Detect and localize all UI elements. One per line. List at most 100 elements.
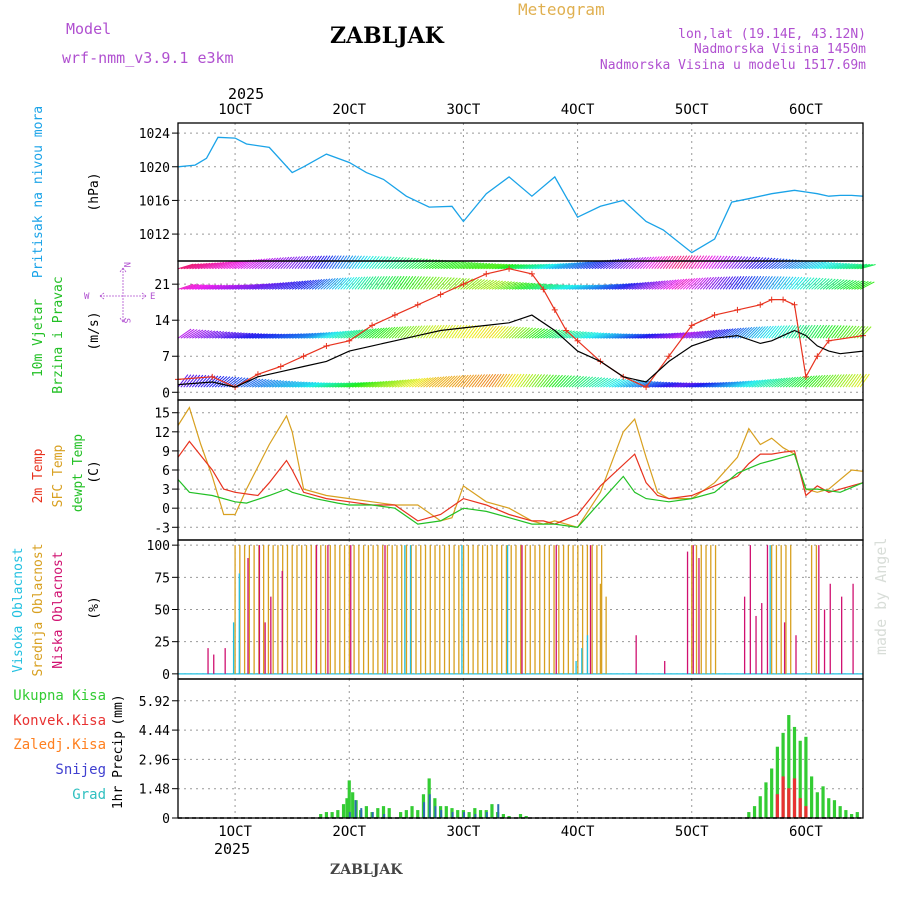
precip-total-bar [849, 814, 854, 818]
legend-total-rain: Ukupna Kisa [13, 688, 106, 704]
wind-barb [189, 374, 201, 388]
wind-barb [246, 283, 262, 290]
gust-marker [768, 296, 775, 303]
wind-barb [371, 276, 382, 290]
legend-ice-rain: Zaledj.Kisa [13, 737, 106, 753]
wind-barb [808, 324, 819, 339]
wind-barb [759, 275, 770, 290]
wind-barb [312, 382, 328, 388]
y-tick-label: 6 [162, 464, 170, 479]
y-tick-label: 0 [162, 812, 170, 827]
wind-barb [682, 277, 696, 290]
wind-barb [725, 255, 737, 270]
wind-barb [294, 332, 311, 339]
wind-barb [534, 328, 549, 339]
wind-barb [211, 375, 225, 388]
gust-marker [300, 353, 307, 360]
wind-barb [834, 279, 848, 290]
wind-barb [819, 278, 833, 290]
wind-barb [360, 276, 371, 290]
wind-barb [859, 373, 870, 388]
wind-barb [645, 256, 657, 270]
wind-barb [297, 332, 314, 339]
wind-barb [232, 284, 248, 290]
wind-barb [371, 327, 385, 339]
wind-barb [842, 280, 857, 290]
wind-barb [642, 280, 658, 290]
wind-barb [563, 284, 579, 290]
wind-barb [682, 255, 693, 270]
wind-barb [840, 263, 856, 270]
wind-barb [203, 262, 219, 270]
precip-total-bar [752, 806, 757, 818]
wind-barb [825, 262, 842, 270]
wind-barb [776, 325, 788, 339]
compass-west: W [84, 292, 90, 302]
wind-barb [177, 283, 194, 290]
wind-barb [217, 284, 234, 290]
wind-barb [223, 260, 238, 270]
wind-barb [620, 282, 636, 290]
wind-barb [605, 283, 622, 290]
wind-barb [520, 373, 531, 388]
wind-barb [568, 284, 585, 290]
wind-barb [254, 379, 270, 388]
y-tick-label: 100 [147, 539, 170, 554]
wind-barb [460, 374, 472, 388]
wind-barb [779, 376, 794, 388]
cloud-unit: (%) [87, 596, 102, 619]
wind-barb [568, 375, 581, 388]
wind-barb [277, 256, 290, 270]
wind-barb [557, 330, 572, 339]
wind-barb [425, 325, 437, 339]
wind-barb [557, 284, 574, 290]
precip-total-bar [324, 812, 329, 818]
wind-barb [320, 255, 331, 270]
wind-barb [600, 283, 616, 290]
wind-barb [446, 261, 461, 270]
wind-barb [540, 263, 556, 270]
wind-barb [328, 277, 341, 290]
wind-barb [391, 379, 407, 388]
wind-barb [771, 325, 783, 339]
wind-barb [628, 282, 644, 290]
wind-barb [791, 259, 806, 270]
wind-barb [326, 331, 342, 339]
wind-barb [363, 328, 377, 339]
wind-barb [386, 326, 399, 339]
wind-barb [797, 260, 812, 270]
y-tick-label: 4.44 [139, 724, 170, 739]
wind-barb [343, 329, 358, 339]
precip-total-bar [399, 812, 403, 818]
gust-marker [437, 291, 444, 298]
wind-barb [251, 378, 267, 388]
wind-barb [411, 276, 422, 290]
wind-barb [286, 381, 302, 388]
wind-barb [660, 279, 674, 290]
wind-barb [440, 260, 455, 270]
wind-barb [525, 327, 540, 339]
gust-marker [551, 306, 558, 313]
wind-barb [597, 284, 613, 290]
model-label: Model [66, 20, 111, 38]
wind-barb [340, 255, 351, 270]
wind-barb [828, 262, 844, 270]
wind-barb [286, 280, 301, 290]
wind-barb [357, 328, 372, 339]
wind-barb [194, 262, 211, 270]
wind-barb [765, 378, 780, 388]
wind-barb [608, 333, 625, 339]
wind-barb [348, 255, 360, 270]
gust-marker [483, 270, 490, 277]
wind-barb [523, 263, 539, 270]
wind-barb [774, 325, 785, 339]
wind-barb [505, 326, 518, 339]
wind-barb [734, 380, 750, 388]
wind-barb [543, 284, 559, 290]
wind-barb [617, 333, 634, 339]
wind-barb [822, 324, 833, 339]
wind-barb [425, 276, 437, 290]
wind-barb [717, 276, 728, 290]
wind-barb [483, 325, 494, 339]
wind-barb [520, 327, 533, 339]
